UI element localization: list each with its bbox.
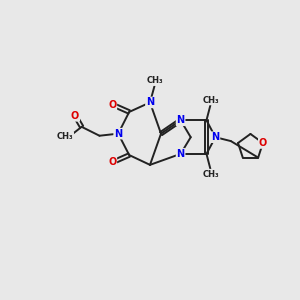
Text: O: O	[71, 111, 79, 121]
Text: O: O	[259, 138, 267, 148]
Text: O: O	[108, 100, 116, 110]
Text: CH₃: CH₃	[203, 169, 220, 178]
Text: CH₃: CH₃	[203, 96, 220, 105]
Text: O: O	[108, 158, 116, 167]
Text: N: N	[211, 132, 220, 142]
Text: CH₃: CH₃	[57, 132, 73, 141]
Text: N: N	[114, 129, 122, 139]
Text: N: N	[146, 98, 154, 107]
Text: N: N	[177, 115, 185, 125]
Text: CH₃: CH₃	[147, 76, 164, 85]
Text: N: N	[177, 149, 185, 159]
